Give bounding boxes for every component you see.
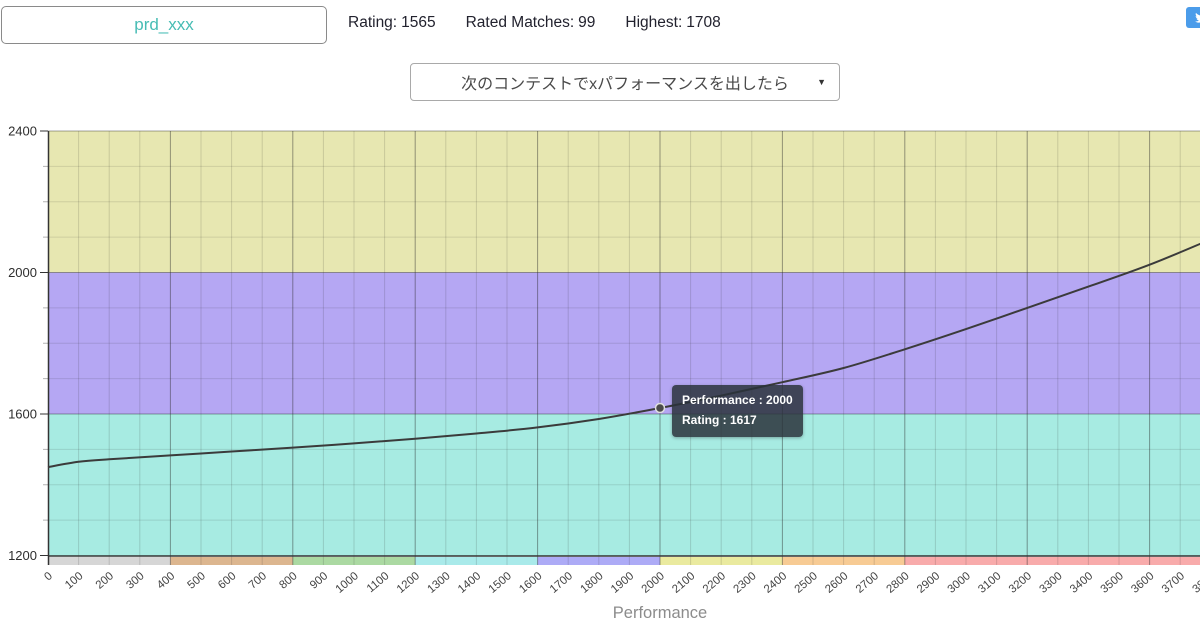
- username-input[interactable]: [1, 6, 327, 44]
- stat-rating-label: Rating:: [348, 14, 398, 31]
- tooltip-rating-line: Rating : 1617: [682, 413, 757, 428]
- performance-strip-segment: [537, 557, 660, 565]
- svg-text:1700: 1700: [548, 570, 575, 596]
- stat-highest-value: 1708: [686, 14, 721, 31]
- svg-text:2500: 2500: [793, 570, 820, 596]
- stat-rating-value: 1565: [401, 14, 436, 31]
- axis-lines: [47, 131, 1200, 565]
- stat-rating: Rating: 1565: [348, 14, 440, 32]
- y-axis-tick-labels: 1200 1600 2000 2400: [8, 124, 48, 563]
- svg-text:600: 600: [216, 570, 238, 592]
- svg-text:3600: 3600: [1129, 570, 1156, 596]
- stat-rated-matches-value: 99: [578, 14, 596, 31]
- rating-bands: [48, 131, 1200, 556]
- svg-text:2400: 2400: [8, 124, 37, 139]
- stat-rated-matches: Rated Matches: 99: [466, 14, 600, 32]
- svg-text:3700: 3700: [1160, 570, 1187, 596]
- stat-highest-label: Highest:: [625, 14, 683, 31]
- rating-band: [48, 414, 1200, 556]
- performance-strip-segment: [48, 557, 171, 565]
- x-axis-tick-labels: 0 100 200 300 400 500 600 700 800 900 1000 1100 1200…: [42, 570, 1200, 596]
- svg-text:2000: 2000: [640, 570, 667, 596]
- svg-text:1600: 1600: [517, 570, 544, 596]
- svg-text:3400: 3400: [1068, 570, 1095, 596]
- performance-strip-segment: [660, 557, 783, 565]
- svg-text:1900: 1900: [609, 570, 636, 596]
- gridlines: [48, 130, 1200, 565]
- performance-strip-segment: [415, 557, 538, 565]
- mode-select-value: 次のコンテストでxパフォーマンスを出したら: [461, 76, 789, 93]
- svg-text:1800: 1800: [578, 570, 605, 596]
- svg-text:2900: 2900: [915, 570, 942, 596]
- performance-strip-segment: [292, 557, 416, 565]
- svg-text:1600: 1600: [8, 407, 37, 422]
- svg-text:3200: 3200: [1007, 570, 1034, 596]
- performance-strip-segment: [170, 557, 293, 565]
- svg-text:1300: 1300: [425, 570, 452, 596]
- performance-strip-segment: [782, 557, 905, 565]
- stats-bar: Rating: 1565 Rated Matches: 99 Highest: 170…: [348, 14, 725, 32]
- svg-text:900: 900: [308, 570, 330, 592]
- svg-text:0: 0: [42, 570, 55, 583]
- svg-text:3500: 3500: [1099, 570, 1126, 596]
- svg-text:3000: 3000: [946, 570, 973, 596]
- rating-band: [48, 131, 1200, 273]
- rating-curve: [47, 242, 1200, 469]
- svg-text:700: 700: [247, 570, 269, 592]
- svg-text:2100: 2100: [670, 570, 697, 596]
- twitter-bird-icon: [1194, 12, 1200, 23]
- svg-text:2700: 2700: [854, 570, 881, 596]
- svg-text:1400: 1400: [456, 570, 483, 596]
- svg-text:2300: 2300: [731, 570, 758, 596]
- stat-rated-matches-label: Rated Matches:: [465, 14, 575, 31]
- x-axis-title: Performance: [612, 604, 708, 622]
- highlight-marker[interactable]: [654, 402, 666, 414]
- svg-text:800: 800: [277, 570, 299, 592]
- svg-text:3300: 3300: [1037, 570, 1064, 596]
- svg-text:400: 400: [155, 570, 177, 592]
- svg-text:100: 100: [63, 570, 85, 592]
- tooltip-performance-line: Performance : 2000: [682, 393, 793, 407]
- svg-text:200: 200: [94, 570, 116, 592]
- rating-band: [48, 272, 1200, 414]
- performance-strip-segment: [904, 557, 1200, 565]
- svg-text:3100: 3100: [976, 570, 1003, 596]
- mode-select[interactable]: 次のコンテストでxパフォーマンスを出したら ▼: [410, 63, 840, 101]
- svg-text:2000: 2000: [8, 265, 37, 280]
- svg-text:1200: 1200: [8, 548, 37, 563]
- svg-text:2200: 2200: [701, 570, 728, 596]
- svg-text:1100: 1100: [365, 570, 392, 595]
- stat-highest: Highest: 1708: [625, 14, 724, 32]
- svg-text:1000: 1000: [334, 570, 361, 596]
- performance-strip: [48, 557, 1200, 565]
- svg-text:300: 300: [124, 570, 146, 592]
- svg-text:2600: 2600: [823, 570, 850, 596]
- svg-text:2400: 2400: [762, 570, 789, 596]
- chevron-down-icon: ▼: [817, 77, 826, 87]
- chart-tooltip: Performance : 2000 Rating : 1617: [672, 385, 803, 437]
- svg-text:1200: 1200: [395, 570, 422, 596]
- tweet-button[interactable]: [1186, 7, 1200, 28]
- svg-text:2800: 2800: [884, 570, 911, 596]
- svg-text:1500: 1500: [487, 570, 514, 596]
- svg-text:500: 500: [186, 570, 208, 592]
- svg-text:3800: 3800: [1190, 570, 1200, 596]
